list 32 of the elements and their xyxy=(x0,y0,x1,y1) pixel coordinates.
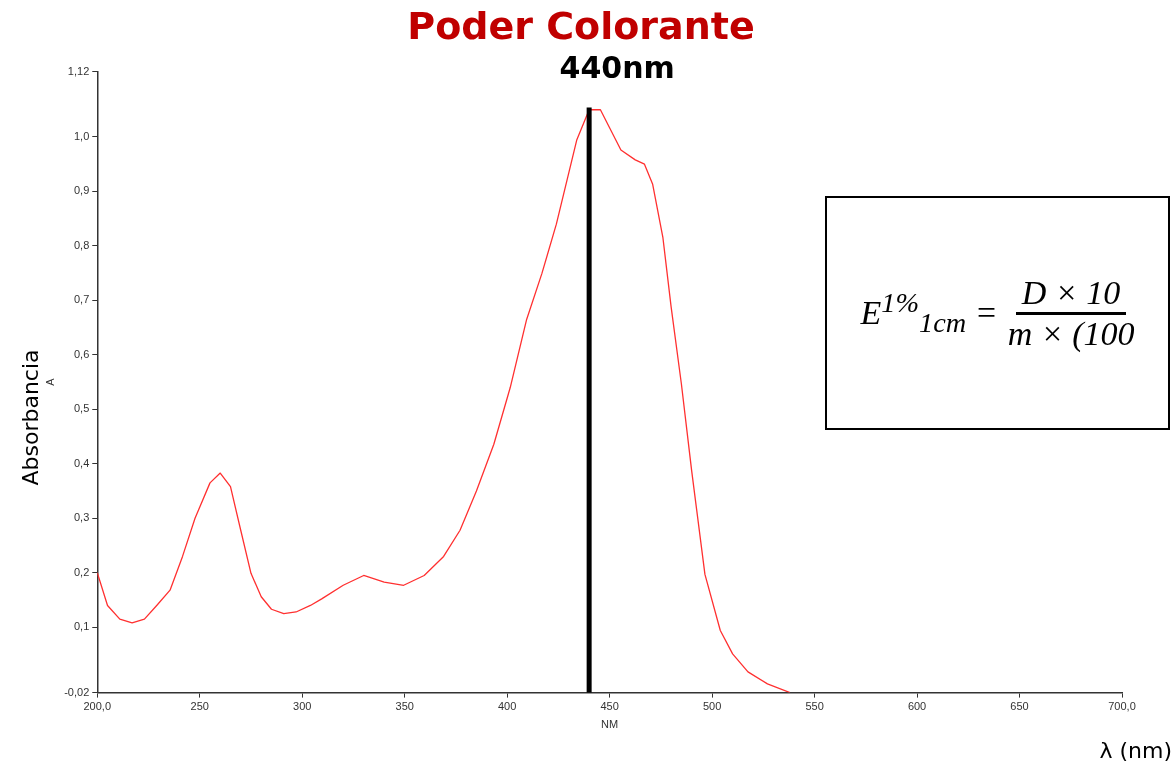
y-tick-label: 1,0 xyxy=(73,130,90,142)
y-tick-label: 0,6 xyxy=(73,347,90,360)
x-tick-label: 600 xyxy=(907,700,927,713)
y-tick-label: 0,1 xyxy=(73,620,90,633)
text: λ (nm) xyxy=(1099,738,1172,763)
y-tick-label: 0,8 xyxy=(73,238,90,251)
x-tick-label: 550 xyxy=(805,700,824,713)
y-tick-label: 0,7 xyxy=(73,293,90,306)
y-axis-title: A xyxy=(43,377,56,386)
y-tick-label: 0,2 xyxy=(73,565,90,578)
y-tick-label: 1,12 xyxy=(67,64,90,77)
text: Absorbancia xyxy=(17,348,43,488)
x-tick-label: 700,0 xyxy=(1108,700,1136,713)
x-tick-label: 300 xyxy=(293,700,312,713)
x-tick-label: 400 xyxy=(497,700,517,713)
y-tick-label: 0,5 xyxy=(73,402,90,415)
y-tick-label: -0,02 xyxy=(64,685,90,698)
y-tick-label: 0,4 xyxy=(73,456,90,469)
x-axis-title: NM xyxy=(601,718,619,731)
x-tick-label: 350 xyxy=(395,700,414,713)
ref-line-label: 440nm xyxy=(559,50,675,86)
chart-title: Poder Colorante xyxy=(407,3,755,48)
annotation: m × (100 xyxy=(1007,314,1135,353)
x-tick-label: 500 xyxy=(702,700,722,713)
y-tick-label: 0,9 xyxy=(73,184,90,197)
annotation: D × 10 xyxy=(1015,273,1127,315)
x-tick-label: 450 xyxy=(600,700,619,713)
y-tick-label: 0,3 xyxy=(73,511,90,524)
annotation: E$^{1%}$$_{1cm}$ = xyxy=(860,286,998,340)
x-tick-label: 650 xyxy=(1010,700,1029,713)
x-tick-label: 250 xyxy=(190,700,209,713)
x-tick-label: 200,0 xyxy=(83,700,112,713)
